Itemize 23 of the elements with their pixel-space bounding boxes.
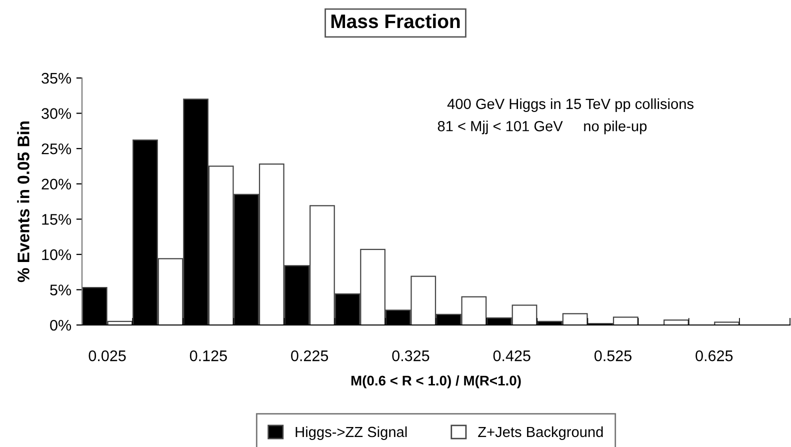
legend-label: Higgs->ZZ Signal (296, 426, 407, 440)
y-tick-label: 0% (50, 320, 72, 331)
y-tick-label: 20% (42, 178, 72, 190)
y-tick-label: 5% (50, 284, 72, 296)
legend-label: Z+Jets Background (478, 426, 603, 440)
x-tick-label: 0.225 (291, 350, 328, 362)
y-tick-label: 10% (42, 249, 72, 260)
y-tick-label: 25% (42, 143, 72, 154)
x-tick-label: 0.425 (493, 350, 530, 362)
bar (664, 320, 689, 325)
x-tick-label: 0.125 (190, 350, 227, 362)
y-tick-label: 35% (42, 72, 72, 84)
chart-title: Mass Fraction (331, 14, 460, 28)
y-tick-label: 30% (42, 108, 72, 119)
x-tick-label: 0.625 (696, 350, 733, 362)
annotation: 400 GeV Higgs in 15 TeV pp collisions (447, 98, 694, 112)
x-tick-label: 0.525 (594, 350, 632, 362)
x-tick-label: 0.325 (392, 350, 430, 362)
annotation: 81 < Mjj < 101 GeV no pile-up (438, 120, 647, 134)
x-tick-label: 0.025 (88, 350, 126, 362)
y-axis-title: % Events in 0.05 Bin (17, 121, 30, 282)
y-tick-label: 15% (42, 214, 72, 225)
x-axis-title: M(0.6 < R < 1.0) / M(R<1.0) (351, 375, 521, 388)
